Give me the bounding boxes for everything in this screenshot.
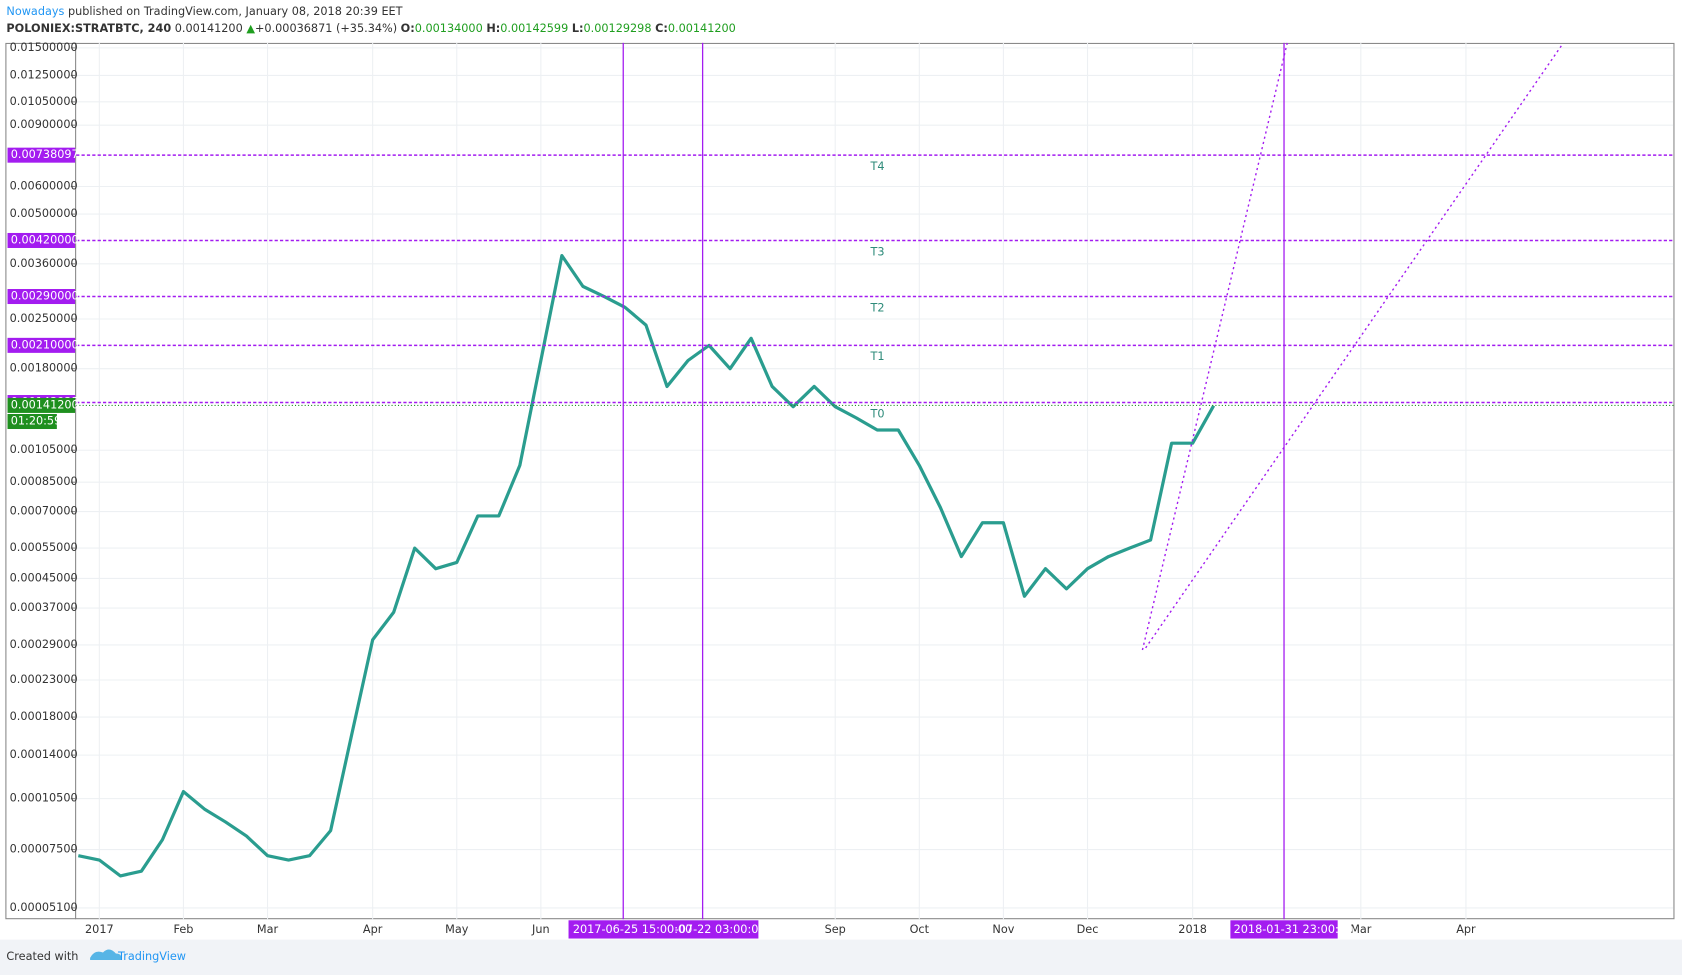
y-tick-label: 0.00900000 <box>10 118 78 131</box>
author: Nowadays <box>6 5 64 18</box>
y-tick-label: 0.01500000 <box>10 41 78 54</box>
level-label: 0.00420000 <box>11 233 79 246</box>
x-tick-label: 2017 <box>85 923 114 936</box>
ohlc-key: H: <box>486 22 500 35</box>
symbol: POLONIEX:STRATBTC, 240 <box>6 22 171 35</box>
plot <box>77 253 1216 878</box>
level-name: T4 <box>869 160 884 173</box>
x-tick-label: Nov <box>992 923 1014 936</box>
y-tick-label: 0.00180000 <box>10 362 78 375</box>
last: 0.00141200 <box>175 22 243 35</box>
x-tick-label: Mar <box>257 923 279 936</box>
date-marker-box <box>1230 920 1338 939</box>
x-tick-label: Dec <box>1077 923 1099 936</box>
y-tick-label: 0.00250000 <box>10 312 78 325</box>
date-marker-label: -07-22 03:00:00 <box>675 923 766 936</box>
header-line: Nowadays published on TradingView.com, J… <box>6 5 402 18</box>
published: published on TradingView.com, January 08… <box>68 5 403 18</box>
y-tick-label: 0.00018000 <box>10 710 78 723</box>
ohlc-key: O: <box>401 22 415 35</box>
y-tick-label: 0.01250000 <box>10 68 78 81</box>
x-tick-label: 2018 <box>1178 923 1207 936</box>
arrow: ▲ <box>246 22 255 35</box>
level-label-box <box>7 337 76 353</box>
x-tick-label: Feb <box>173 923 193 936</box>
y-tick-label: 0.00070000 <box>10 505 78 518</box>
y-tick-label: 0.01050000 <box>10 95 78 108</box>
date-marker-box <box>568 920 759 939</box>
symbol-line: POLONIEX:STRATBTC, 240 0.00141200 ▲+0.00… <box>6 22 735 35</box>
y-tick-label: 0.00014000 <box>10 748 78 761</box>
y-tick-label: 0.00029000 <box>10 638 78 651</box>
ohlc-value: 0.00129298 <box>584 22 652 35</box>
level-label-box <box>7 289 76 305</box>
logo <box>90 949 122 960</box>
footer-text: Created with <box>6 950 78 963</box>
trend-line <box>1145 44 1563 649</box>
level-name: T0 <box>869 407 884 420</box>
level-name: T3 <box>869 245 884 258</box>
y-tick-label: 0.00360000 <box>10 257 78 270</box>
y-tick-label: 0.00105000 <box>10 443 78 456</box>
last-price-box <box>7 397 76 413</box>
grid: 0.01500000 0.01250000 0.01050000 0.00900000… <box>10 41 1674 936</box>
level-label: 0.00738097 <box>11 148 79 161</box>
x-tick-label: Apr <box>363 923 383 936</box>
x-tick-label: Apr <box>1456 923 1476 936</box>
price-line <box>77 253 1216 878</box>
y-tick-label: 0.00023000 <box>10 673 78 686</box>
x-tick-label: Mar <box>1350 923 1372 936</box>
countdown: 01:20:59 <box>11 415 62 428</box>
level-label-box <box>7 232 76 248</box>
level-name: T1 <box>869 350 884 363</box>
y-tick-label: 0.00085000 <box>10 475 78 488</box>
date-marker-label: 2017-06-25 15:00:00 <box>573 923 692 936</box>
y-tick-label: 0.00037000 <box>10 601 78 614</box>
y-tick-label: 0.00007500 <box>10 843 78 856</box>
level-name: T2 <box>869 301 884 314</box>
x-tick-label: Sep <box>825 923 846 936</box>
y-tick-label: 0.00500000 <box>10 207 78 220</box>
date-marker-label: 2018-01-31 23:00:00 <box>1234 923 1353 936</box>
level-label-box <box>7 147 76 163</box>
ohlc-key: C: <box>655 22 668 35</box>
plot-frame <box>5 42 1675 920</box>
ohlc-value: 0.00142599 <box>500 22 568 35</box>
overlays: 0.00738097 T4 0.00420000 T3 0.00290000 T2 0.00… <box>7 42 1674 939</box>
y-tick-label: 0.00045000 <box>10 571 78 584</box>
x-tick-label: Jun <box>531 923 550 936</box>
y-tick-label: 0.00010500 <box>10 792 78 805</box>
countdown-box <box>7 413 57 430</box>
level-label: 0.00290000 <box>11 290 79 303</box>
x-tick-label: Oct <box>910 923 930 936</box>
last-price-label: 0.00141200 <box>11 398 79 411</box>
footer-bar <box>0 939 1682 975</box>
x-tick-label: May <box>445 923 469 936</box>
ohlc-key: L: <box>572 22 584 35</box>
y-tick-label: 0.00005100 <box>10 901 78 914</box>
change: +0.00036871 (+35.34%) <box>255 22 397 35</box>
level-label: 0.00210000 <box>11 338 79 351</box>
trend-line <box>1141 42 1288 651</box>
footer-brand: TradingView <box>117 950 186 963</box>
y-tick-label: 0.00055000 <box>10 541 78 554</box>
ohlc-value: 0.00141200 <box>668 22 736 35</box>
y-tick-label: 0.00600000 <box>10 180 78 193</box>
ohlc-value: 0.00134000 <box>415 22 483 35</box>
